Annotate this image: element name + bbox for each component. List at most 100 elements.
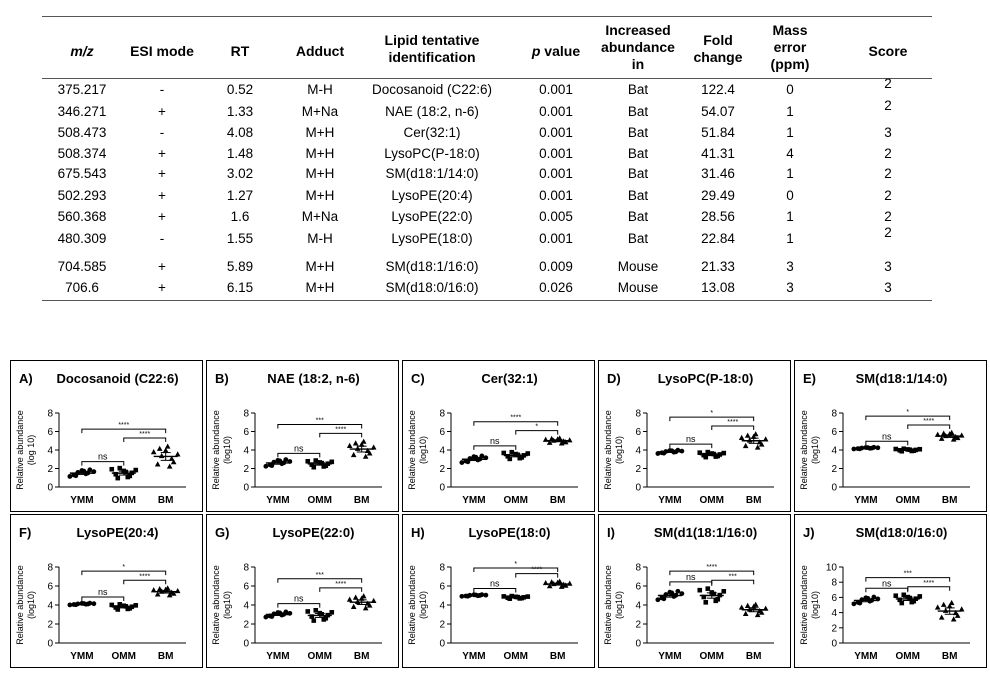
data-point-omm [501, 450, 507, 456]
cell-mass: 3 [786, 280, 794, 295]
data-point-bm [162, 447, 169, 453]
chart-svg: C) Cer(32:1) Relative abundance(log10) 0 2 4 6… [407, 371, 578, 506]
x-tick-label: BM [158, 495, 174, 506]
cell-mass: 1 [786, 104, 794, 119]
scatter-panels: A) Docosanoid (C22:6) Relative abundance(l… [10, 360, 988, 668]
data-point-omm [899, 600, 905, 606]
data-point-omm [893, 593, 899, 599]
cell-fold: 122.4 [701, 82, 735, 97]
data-point-omm [703, 454, 709, 460]
cell-p: 0.001 [539, 104, 573, 119]
data-point-bm [934, 604, 941, 610]
x-tick-label: OMM [112, 651, 136, 662]
x-tick-label: OMM [504, 495, 528, 506]
significance-label: ns [294, 443, 304, 453]
cell-esi: + [158, 280, 166, 295]
chart-svg: A) Docosanoid (C22:6) Relative abundance(l… [15, 371, 186, 506]
significance-bracket [669, 581, 713, 586]
significance-bracket [81, 596, 125, 602]
data-point-bm [352, 594, 359, 600]
chart-svg: B) NAE (18:2, n-6) Relative abundance(log1… [211, 371, 382, 506]
y-tick-label: 8 [439, 563, 445, 574]
cell-p: 0.001 [539, 166, 573, 181]
cell-mass: 1 [786, 209, 794, 224]
x-tick-label: OMM [896, 495, 920, 506]
y-tick-label: 2 [243, 620, 249, 631]
cell-mz: 375.217 [57, 82, 107, 97]
cell-p: 0.001 [539, 231, 573, 246]
y-tick-label: 6 [831, 593, 837, 604]
cell-adduct: M-H [307, 231, 333, 246]
cell-fold: 41.31 [701, 146, 735, 161]
y-tick-label: 6 [47, 582, 53, 593]
data-point-omm [917, 594, 923, 599]
chart-title: LysoPE(18:0) [469, 525, 551, 540]
data-point-bm [346, 596, 353, 602]
cell-rt: 5.89 [226, 259, 254, 274]
chart-title: LysoPC(P-18:0) [658, 371, 754, 386]
data-point-omm [715, 597, 721, 602]
significance-label: **** [923, 580, 934, 587]
data-point-omm [715, 453, 721, 459]
y-axis-label: Relative abundance(log10) [799, 410, 820, 490]
y-tick-label: 4 [439, 446, 445, 457]
x-tick-label: OMM [112, 495, 136, 506]
significance-bracket [277, 603, 321, 608]
cell-adduct: M+H [305, 146, 335, 161]
x-tick-label: YMM [658, 651, 681, 662]
data-point-bm [158, 452, 165, 459]
table-top-rule [42, 16, 932, 17]
data-point-bm [546, 439, 553, 445]
chart-svg: E) SM(d18:1/14:0) Relative abundance(log10… [799, 371, 970, 506]
x-tick-label: OMM [308, 651, 332, 662]
data-point-omm [305, 458, 311, 464]
cell-rt: 1.27 [226, 188, 254, 203]
significance-label: *** [729, 573, 737, 580]
chart-title: LysoPE(22:0) [273, 525, 355, 540]
x-tick-label: YMM [266, 495, 289, 506]
cell-lipid: LysoPE(18:0) [391, 231, 473, 246]
cell-mass: 0 [786, 82, 794, 97]
x-tick-label: BM [354, 651, 370, 662]
data-point-omm [525, 451, 531, 456]
data-point-ymm [655, 597, 661, 603]
cell-rt: 4.08 [226, 125, 254, 140]
panel-letter: B) [215, 371, 229, 386]
y-tick-label: 8 [831, 409, 837, 420]
cell-fold: 54.07 [701, 104, 735, 119]
data-point-omm [711, 591, 717, 597]
y-tick-label: 0 [47, 483, 53, 494]
y-tick-label: 2 [47, 464, 53, 475]
y-tick-label: 0 [635, 483, 641, 494]
data-point-bm [742, 610, 749, 616]
y-tick-label: 6 [439, 582, 445, 593]
significance-bracket [711, 425, 755, 430]
table-bottom-rule [42, 300, 932, 301]
cell-increased: Mouse [617, 280, 659, 295]
y-tick-label: 2 [243, 464, 249, 475]
x-tick-label: OMM [700, 651, 724, 662]
cell-adduct: M+Na [301, 104, 339, 119]
data-point-omm [901, 592, 907, 598]
data-point-bm [754, 444, 761, 450]
chart-svg: G) LysoPE(22:0) Relative abundance(log10) 0… [211, 525, 382, 662]
cell-adduct: M+H [305, 259, 335, 274]
cell-esi: + [158, 104, 166, 119]
x-tick-label: YMM [70, 651, 93, 662]
significance-bracket [669, 570, 755, 576]
x-tick-label: YMM [854, 651, 877, 662]
cell-mass: 1 [786, 231, 794, 246]
data-point-omm [305, 609, 311, 614]
y-axis-label: Relative abundance(log10) [603, 410, 624, 490]
data-point-omm [721, 450, 727, 456]
data-point-bm [358, 441, 365, 447]
col-header-fold: Fold change [693, 32, 743, 65]
y-axis-label: Relative abundance(log10) [603, 565, 624, 645]
significance-label: * [535, 424, 538, 431]
cell-mz: 346.271 [57, 104, 107, 119]
x-tick-label: YMM [70, 495, 93, 506]
data-point-bm [174, 451, 181, 457]
cell-adduct: M+Na [301, 209, 339, 224]
cell-mz: 704.585 [57, 259, 107, 274]
cell-rt: 1.55 [226, 231, 254, 246]
